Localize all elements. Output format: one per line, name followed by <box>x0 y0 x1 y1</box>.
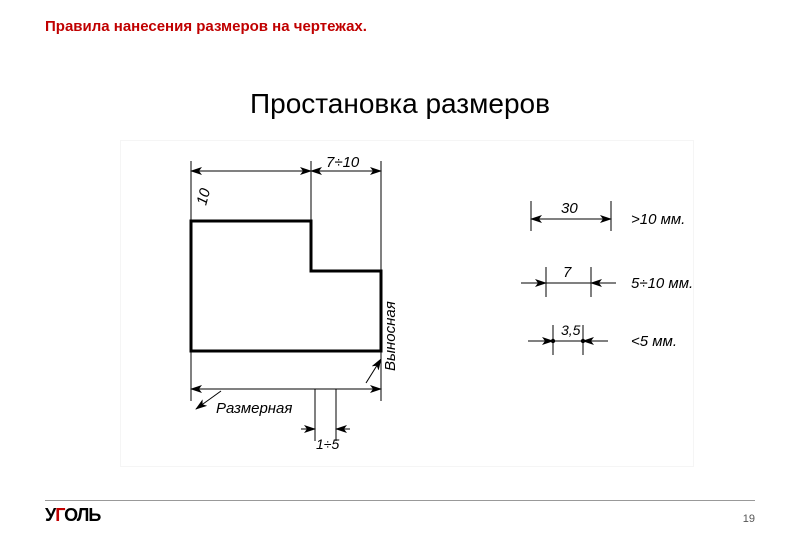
page-number: 19 <box>743 513 755 525</box>
dim-label-7-10: 7÷10 <box>326 154 360 171</box>
overshoot-label: 1÷5 <box>316 436 339 452</box>
footer-divider <box>45 500 755 501</box>
page-subtitle: Простановка размеров <box>0 88 800 120</box>
legend-row-2: 3,5 <5 мм. <box>528 322 677 355</box>
legend-label-2: 3,5 <box>561 322 581 338</box>
legend-label-1: 7 <box>563 264 572 281</box>
diagram-frame: 10 7÷10 Выносная Размерная 1÷5 30 <box>120 140 694 467</box>
legend-note-1: 5÷10 мм. <box>631 275 693 292</box>
legend-note-0: >10 мм. <box>631 211 685 228</box>
dim-line-label: Размерная <box>216 400 292 417</box>
legend-note-2: <5 мм. <box>631 333 677 350</box>
page-title: Правила нанесения размеров на чертежах. <box>45 18 367 35</box>
legend-row-0: 30 >10 мм. <box>531 200 685 231</box>
legend-row-1: 7 5÷10 мм. <box>521 264 693 297</box>
dimensioning-svg: 10 7÷10 Выносная Размерная 1÷5 30 <box>121 141 693 466</box>
ext-line-label: Выносная <box>382 301 399 371</box>
dim-label-10: 10 <box>193 186 214 207</box>
legend-label-0: 30 <box>561 200 578 217</box>
footer-logo: УГОЛЬ <box>45 505 100 526</box>
